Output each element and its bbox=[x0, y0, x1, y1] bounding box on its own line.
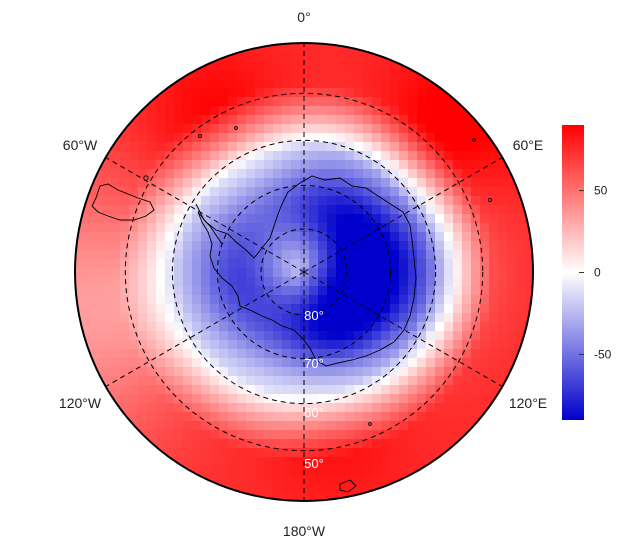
colorbar: 50 0 -50 bbox=[562, 125, 612, 420]
latitude-labels: 80° 70° 60° 50° bbox=[304, 308, 324, 471]
antarctica-coastline bbox=[197, 175, 417, 367]
colorbar-ticks: 50 0 -50 bbox=[579, 184, 612, 361]
lat-label-60: 60° bbox=[304, 405, 324, 420]
longitude-labels: 0° 60°E 120°E 180°W 120°W 60°W bbox=[59, 9, 547, 539]
island bbox=[472, 138, 476, 142]
lat-label-80: 80° bbox=[304, 308, 324, 323]
lat-label-70: 70° bbox=[304, 356, 324, 371]
lat-ring bbox=[124, 92, 484, 452]
lat-ring bbox=[216, 184, 392, 360]
south-america-coastline bbox=[91, 183, 155, 221]
lon-label-0: 0° bbox=[297, 9, 310, 25]
meridian-line bbox=[105, 157, 305, 273]
graticule bbox=[105, 43, 503, 501]
lat-ring bbox=[171, 139, 437, 405]
lat-ring bbox=[260, 228, 348, 316]
coastline bbox=[91, 126, 493, 493]
island bbox=[368, 422, 372, 426]
colorbar-tick-label: 0 bbox=[594, 266, 601, 280]
colorbar-tick-label: -50 bbox=[594, 347, 612, 361]
colorbar-tick-label: 50 bbox=[594, 184, 608, 198]
lat-label-50: 50° bbox=[304, 456, 324, 471]
meridian-line bbox=[303, 157, 503, 273]
lon-label-180: 180°W bbox=[283, 523, 326, 539]
lon-label-60w: 60°W bbox=[63, 137, 98, 153]
meridian-line bbox=[303, 271, 503, 387]
island bbox=[234, 126, 238, 130]
map-border bbox=[74, 42, 534, 502]
lon-label-120e: 120°E bbox=[509, 395, 547, 411]
lon-label-60e: 60°E bbox=[513, 137, 544, 153]
colorbar-gradient bbox=[562, 125, 584, 420]
island bbox=[197, 133, 203, 139]
meridian-line bbox=[105, 271, 305, 387]
island bbox=[487, 197, 493, 203]
new-zealand-coastline bbox=[339, 479, 357, 493]
lon-label-120w: 120°W bbox=[59, 395, 102, 411]
